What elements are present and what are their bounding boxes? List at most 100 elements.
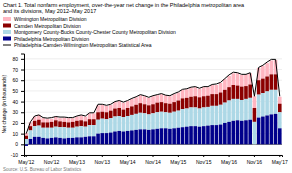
bar xyxy=(172,94,176,102)
bar xyxy=(88,136,92,144)
bar xyxy=(185,98,189,109)
bar xyxy=(75,137,79,144)
bar xyxy=(236,86,240,99)
bar xyxy=(79,126,83,137)
bar xyxy=(168,104,172,113)
bar-series xyxy=(24,114,281,146)
bar xyxy=(278,97,282,104)
tick-label: 0 xyxy=(15,141,18,147)
tick: 80 xyxy=(12,56,24,62)
legend-label: Wilmington Metropolitan Division xyxy=(14,16,87,22)
bar xyxy=(210,125,214,144)
legend-label: Camden Metropolitan Division xyxy=(14,23,81,29)
axis-line xyxy=(21,54,25,156)
tick: -10 xyxy=(11,152,24,158)
bar xyxy=(105,106,109,112)
bar xyxy=(253,108,257,122)
tick: May'17 xyxy=(272,155,288,165)
bar xyxy=(62,122,66,127)
tick-mark xyxy=(279,155,280,157)
bar xyxy=(109,111,113,118)
tick: 20 xyxy=(12,120,24,126)
bar xyxy=(189,97,193,108)
bar xyxy=(130,130,134,144)
legend-item: Philadelphia-Camden-Wilmington Metropoli… xyxy=(3,42,152,48)
bar xyxy=(41,122,45,127)
bar xyxy=(265,91,269,115)
bar xyxy=(181,109,185,127)
bar xyxy=(270,114,274,144)
bar xyxy=(105,112,109,119)
bar xyxy=(37,120,41,126)
bar xyxy=(126,116,130,131)
tick: May'15 xyxy=(170,155,186,165)
bar xyxy=(71,128,75,138)
bar xyxy=(177,128,181,145)
bar xyxy=(134,130,138,144)
bar xyxy=(147,98,151,105)
bar xyxy=(58,127,62,138)
tick-label: 10 xyxy=(12,131,18,137)
grid xyxy=(24,59,282,155)
bar xyxy=(193,87,197,96)
bar xyxy=(240,100,244,121)
bar xyxy=(122,117,126,131)
bar xyxy=(37,126,41,137)
bar xyxy=(223,79,227,90)
bar xyxy=(193,96,197,107)
bar xyxy=(143,104,147,113)
bar xyxy=(270,90,274,115)
bar xyxy=(219,125,223,145)
tick-mark xyxy=(21,134,24,135)
bar xyxy=(84,127,88,137)
source: Source: U.S. Bureau of Labor Statistics xyxy=(3,167,82,172)
bar xyxy=(151,113,155,129)
bar xyxy=(198,109,202,127)
tick-label: 40 xyxy=(12,99,18,105)
bar xyxy=(147,105,151,114)
bar xyxy=(122,131,126,144)
tick-label: May'13 xyxy=(69,159,85,165)
bar xyxy=(253,122,257,144)
bar xyxy=(33,126,37,137)
bar xyxy=(253,96,257,108)
bar xyxy=(227,76,231,87)
bar xyxy=(244,74,248,86)
bar xyxy=(227,87,231,100)
bar xyxy=(227,122,231,144)
bar xyxy=(164,95,168,103)
bar xyxy=(50,119,54,122)
bar xyxy=(67,138,71,144)
bar xyxy=(109,118,113,132)
bar xyxy=(185,109,189,127)
bar xyxy=(71,118,75,122)
bar xyxy=(219,83,223,93)
bar xyxy=(231,73,235,85)
bar xyxy=(75,117,79,121)
bar xyxy=(155,95,159,102)
legend-swatch xyxy=(3,37,11,41)
bar xyxy=(193,126,197,144)
tick: Nov'14 xyxy=(145,155,161,165)
bar xyxy=(143,113,147,129)
bar xyxy=(41,118,45,122)
bar xyxy=(236,120,240,144)
bar xyxy=(278,104,282,113)
bar xyxy=(257,95,261,118)
bar xyxy=(202,87,206,96)
bar xyxy=(189,126,193,144)
bar xyxy=(198,89,202,98)
bar xyxy=(210,94,214,106)
bar xyxy=(236,73,240,85)
tick-mark xyxy=(178,155,179,157)
bar xyxy=(231,99,235,121)
legend-swatch xyxy=(3,17,11,21)
tick-label: -10 xyxy=(11,152,18,158)
bar xyxy=(122,110,126,117)
bar xyxy=(261,117,265,145)
bar xyxy=(75,127,79,138)
bar xyxy=(219,92,223,104)
bar xyxy=(151,129,155,144)
chart: Chart 1. Total nonfarm employment, over-… xyxy=(0,0,292,173)
subtitle: and its divisions, May 2012–May 2017 xyxy=(3,8,96,14)
